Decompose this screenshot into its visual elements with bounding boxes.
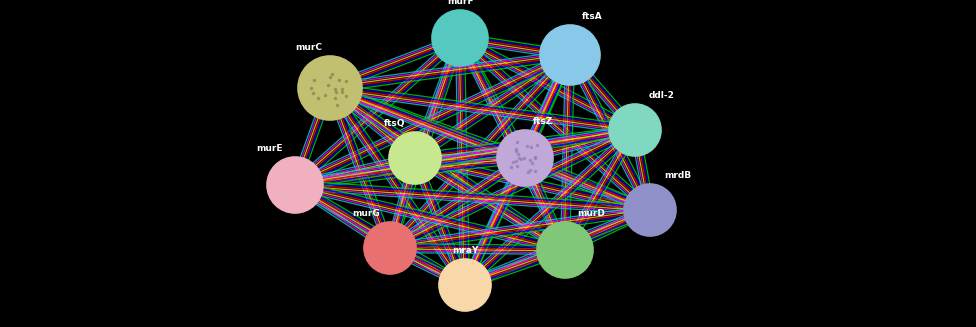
Circle shape (298, 56, 362, 120)
Text: murG: murG (352, 209, 380, 218)
Text: murD: murD (577, 209, 605, 218)
Circle shape (364, 222, 416, 274)
Circle shape (389, 132, 441, 184)
Circle shape (537, 222, 593, 278)
Text: mraY: mraY (452, 246, 478, 255)
Text: ftsZ: ftsZ (533, 117, 553, 126)
Circle shape (432, 10, 488, 66)
Text: murF: murF (447, 0, 473, 6)
Text: murC: murC (295, 43, 322, 52)
Text: ddl-2: ddl-2 (649, 91, 674, 100)
Circle shape (497, 130, 553, 186)
Text: murE: murE (257, 144, 283, 153)
Text: ftsA: ftsA (582, 12, 603, 21)
Circle shape (439, 259, 491, 311)
Circle shape (267, 157, 323, 213)
Text: mrdB: mrdB (664, 171, 691, 180)
Circle shape (540, 25, 600, 85)
Circle shape (624, 184, 676, 236)
Circle shape (609, 104, 661, 156)
Text: ftsQ: ftsQ (384, 119, 405, 128)
